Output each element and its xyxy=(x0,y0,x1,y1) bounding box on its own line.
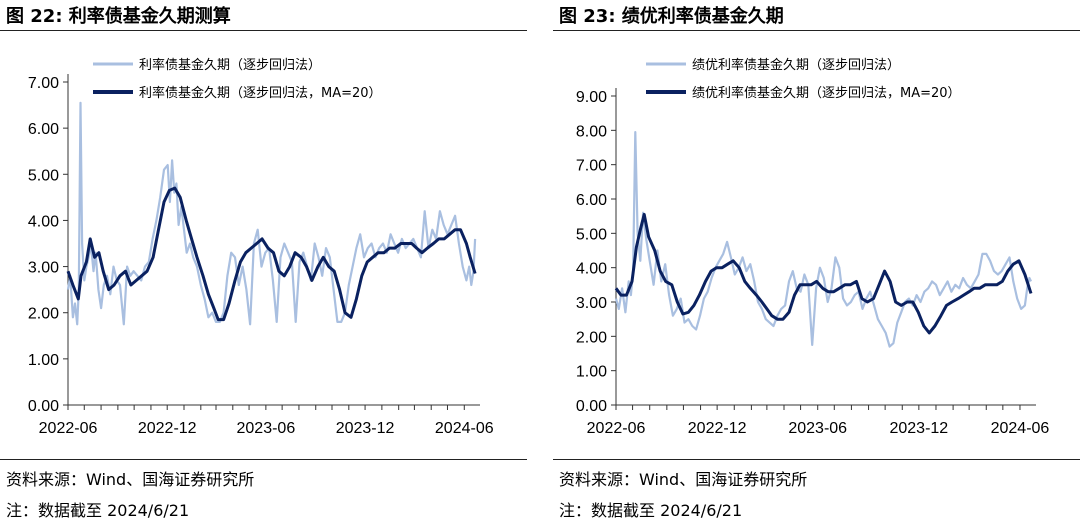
source-note: 资料来源：Wind、国海证券研究所 xyxy=(6,470,255,489)
chart-22: 0.00 1.00 2.00 3.00 4.00 5.00 6.00 7.00 2022-06 2… xyxy=(28,57,494,437)
y-tick-label: 8.00 xyxy=(576,123,607,140)
y-tick-label: 2.00 xyxy=(576,329,607,346)
y-tick-label: 2.00 xyxy=(28,306,59,323)
y-tick-label: 7.00 xyxy=(576,158,607,175)
legend-label: 绩优利率债基金久期（逐步回归法，MA=20） xyxy=(692,85,961,101)
legend-label: 绩优利率债基金久期（逐步回归法） xyxy=(692,57,900,73)
x-tick-label: 2022-12 xyxy=(688,420,747,437)
figure-22-panel: 图 22: 利率债基金久期测算 0.00 1.00 2.00 3.00 4.00 5.00… xyxy=(0,0,527,520)
y-tick-label: 9.00 xyxy=(576,89,607,106)
source-note: 资料来源：Wind、国海证券研究所 xyxy=(559,470,808,489)
x-tick-label: 2023-06 xyxy=(237,420,296,437)
series-ma20-line xyxy=(614,212,1033,335)
y-tick-label: 4.00 xyxy=(576,261,607,278)
chart-23: 0.00 1.00 2.00 3.00 4.00 5.00 6.00 7.00 8.00 9.00… xyxy=(576,57,1050,437)
y-tick-label: 4.00 xyxy=(28,213,59,230)
y-tick-label: 0.00 xyxy=(576,398,607,415)
figure-title: 图 23: 绩优利率债基金久期 xyxy=(559,6,784,27)
x-tick-label: 2024-06 xyxy=(435,420,494,437)
y-tick-label: 6.00 xyxy=(28,121,59,138)
legend-label: 利率债基金久期（逐步回归法，MA=20） xyxy=(139,85,382,101)
y-tick-label: 1.00 xyxy=(576,364,607,381)
date-note: 注：数据截至 2024/6/21 xyxy=(6,501,190,520)
y-tick-label: 3.00 xyxy=(28,260,59,277)
footer-divider xyxy=(553,459,1080,460)
series-ma20-line xyxy=(66,186,477,322)
y-tick-label: 3.00 xyxy=(576,295,607,312)
x-tick-label: 2023-12 xyxy=(889,420,948,437)
title-divider xyxy=(553,30,1080,31)
y-tick-label: 1.00 xyxy=(28,352,59,369)
x-tick-label: 2023-06 xyxy=(788,420,847,437)
figure-title: 图 22: 利率债基金久期测算 xyxy=(6,6,231,27)
figure-23-panel: 图 23: 绩优利率债基金久期 0.00 1.00 2.00 3.00 4.00 5.00… xyxy=(553,0,1080,520)
y-tick-label: 0.00 xyxy=(28,398,59,415)
title-divider xyxy=(0,30,527,31)
x-tick-label: 2022-12 xyxy=(138,420,197,437)
legend-label: 利率债基金久期（逐步回归法） xyxy=(139,57,321,73)
series-raw-line xyxy=(66,101,477,326)
x-tick-label: 2022-06 xyxy=(587,420,646,437)
y-tick-label: 6.00 xyxy=(576,192,607,209)
y-tick-label: 5.00 xyxy=(576,226,607,243)
date-note: 注：数据截至 2024/6/21 xyxy=(559,501,743,520)
y-tick-label: 7.00 xyxy=(28,75,59,92)
y-tick-label: 5.00 xyxy=(28,167,59,184)
x-tick-label: 2022-06 xyxy=(39,420,98,437)
x-tick-label: 2024-06 xyxy=(991,420,1050,437)
series-raw-line xyxy=(614,130,1032,348)
x-tick-label: 2023-12 xyxy=(336,420,395,437)
footer-divider xyxy=(0,459,527,460)
